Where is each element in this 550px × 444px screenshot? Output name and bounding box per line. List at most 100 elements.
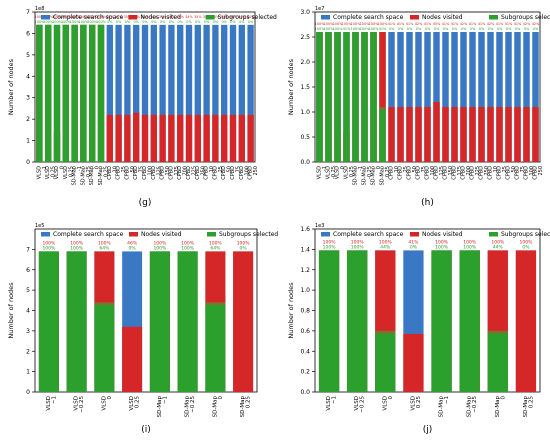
bar-complete bbox=[133, 24, 140, 162]
bar-selected bbox=[316, 32, 323, 162]
bar-visited bbox=[469, 107, 476, 162]
y-tick-label: 4 bbox=[26, 308, 30, 315]
bar-complete bbox=[487, 32, 494, 162]
bar-overlap bbox=[94, 302, 115, 305]
bar-complete bbox=[185, 24, 193, 162]
x-tick-label: CPBD10 bbox=[488, 166, 500, 180]
bar-visited bbox=[115, 114, 122, 162]
y-tick-label: 5 bbox=[26, 52, 30, 59]
x-tick-label: CPBD250 bbox=[248, 166, 260, 180]
bar-selected bbox=[94, 302, 115, 392]
bar-visited bbox=[433, 102, 440, 162]
x-tick-label: CPBD50 bbox=[506, 166, 518, 180]
x-tick-label: SD-Map0 bbox=[89, 166, 101, 185]
y-tick-label: 0.8 bbox=[300, 308, 310, 315]
data-label-visited: 34% bbox=[247, 15, 255, 19]
x-tick-label: CPBD225 bbox=[186, 166, 198, 180]
bar-complete bbox=[442, 32, 449, 162]
data-label-visited: 100% bbox=[52, 15, 62, 19]
x-tick-label: VLSD0.25 bbox=[410, 396, 422, 411]
legend-label: Complete search space bbox=[333, 14, 404, 21]
legend-label: Complete search space bbox=[53, 14, 124, 21]
y-tick-label: 3 bbox=[26, 328, 30, 335]
data-label-visited: 34% bbox=[115, 15, 123, 19]
data-label-visited: 35% bbox=[194, 15, 202, 19]
data-label-selected: 0% bbox=[134, 20, 140, 24]
bar-visited bbox=[124, 114, 131, 162]
bar-complete bbox=[460, 32, 467, 162]
data-label-visited: 34% bbox=[238, 15, 246, 19]
x-tick-label: CPBD50 bbox=[221, 166, 233, 180]
data-label-selected: 0% bbox=[389, 27, 395, 31]
y-tick-label: 3 bbox=[26, 95, 30, 102]
bar-complete bbox=[397, 32, 404, 162]
y-tick-label: 0.4 bbox=[300, 348, 310, 355]
legend-swatch bbox=[41, 15, 50, 20]
data-label-selected: 0% bbox=[178, 20, 184, 24]
data-label-visited: 100% bbox=[351, 239, 365, 245]
x-tick-label: VLSD0 bbox=[101, 396, 113, 411]
bar-selected bbox=[71, 24, 78, 162]
bar-complete bbox=[514, 32, 521, 162]
data-label-selected: 0% bbox=[107, 20, 113, 24]
x-tick-label: CPBD25 bbox=[497, 166, 509, 180]
bar-complete bbox=[532, 32, 539, 162]
bar-complete bbox=[141, 24, 149, 162]
data-label-selected: 64% bbox=[99, 245, 110, 251]
data-label-selected: 41% bbox=[379, 27, 387, 31]
x-tick-label: SD-Map0.25 bbox=[523, 396, 535, 418]
data-label-visited: 42% bbox=[415, 22, 423, 26]
panel-label: (g) bbox=[139, 198, 152, 208]
x-tick-label: SD-Map0.25 bbox=[240, 396, 252, 418]
y-tick-label: 3.0 bbox=[300, 9, 310, 16]
x-tick-label: CPBD250 bbox=[533, 166, 545, 180]
data-label-visited: 100% bbox=[463, 239, 477, 245]
data-label-visited: 42% bbox=[532, 22, 540, 26]
x-tick-label: CPBD200 bbox=[461, 166, 473, 180]
data-label-visited: 41% bbox=[514, 22, 522, 26]
bar-selected bbox=[487, 330, 508, 392]
data-label-visited: 100% bbox=[378, 22, 388, 26]
x-tick-label: VLSD-0.25 bbox=[326, 166, 338, 179]
data-label-selected: 100% bbox=[369, 27, 379, 31]
x-tick-label: CPBD75 bbox=[416, 166, 428, 180]
bar-selected bbox=[62, 24, 69, 162]
data-label-selected: 100% bbox=[52, 20, 62, 24]
x-tick-label: CPBD125 bbox=[434, 166, 446, 180]
data-label-visited: 100% bbox=[333, 22, 343, 26]
bar-complete bbox=[159, 24, 166, 162]
x-tick-label: CPBD10 bbox=[107, 166, 119, 180]
x-tick-label: VLSD0 bbox=[382, 396, 394, 411]
y-tick-label: 6 bbox=[26, 267, 30, 274]
y-tick-label: 0.5 bbox=[300, 134, 310, 141]
axis-multiplier: 1e5 bbox=[35, 223, 44, 229]
y-axis-label: Number of nodes bbox=[7, 58, 15, 115]
data-label-visited: 100% bbox=[96, 15, 106, 19]
data-label-selected: 0% bbox=[129, 245, 137, 251]
data-label-selected: 100% bbox=[42, 245, 56, 251]
x-tick-label: CPBD200 bbox=[177, 166, 189, 180]
data-label-visited: 100% bbox=[324, 22, 334, 26]
data-label-selected: 0% bbox=[515, 27, 521, 31]
data-label-visited: 46% bbox=[127, 240, 138, 246]
bar-selected bbox=[431, 250, 452, 392]
legend-swatch bbox=[321, 15, 330, 20]
x-tick-label: CPBD50 bbox=[124, 166, 136, 180]
x-tick-label: SD-Map−0.25 bbox=[185, 396, 197, 418]
bar-complete bbox=[406, 32, 413, 162]
x-tick-label: CPBD150 bbox=[443, 166, 455, 180]
y-tick-label: 4 bbox=[26, 73, 30, 80]
bar-overlap bbox=[205, 302, 226, 305]
y-tick-label: 1 bbox=[26, 138, 30, 145]
data-label-selected: 0% bbox=[497, 27, 503, 31]
bar-visited bbox=[424, 107, 431, 162]
legend: Complete search space Nodes visited Subgro… bbox=[321, 231, 550, 238]
bar-visited bbox=[406, 107, 413, 162]
bar-visited bbox=[233, 251, 254, 392]
data-label-visited: 41% bbox=[406, 22, 414, 26]
bar-visited bbox=[122, 326, 143, 392]
data-label-selected: 100% bbox=[79, 20, 89, 24]
data-label-selected: 0% bbox=[443, 27, 449, 31]
